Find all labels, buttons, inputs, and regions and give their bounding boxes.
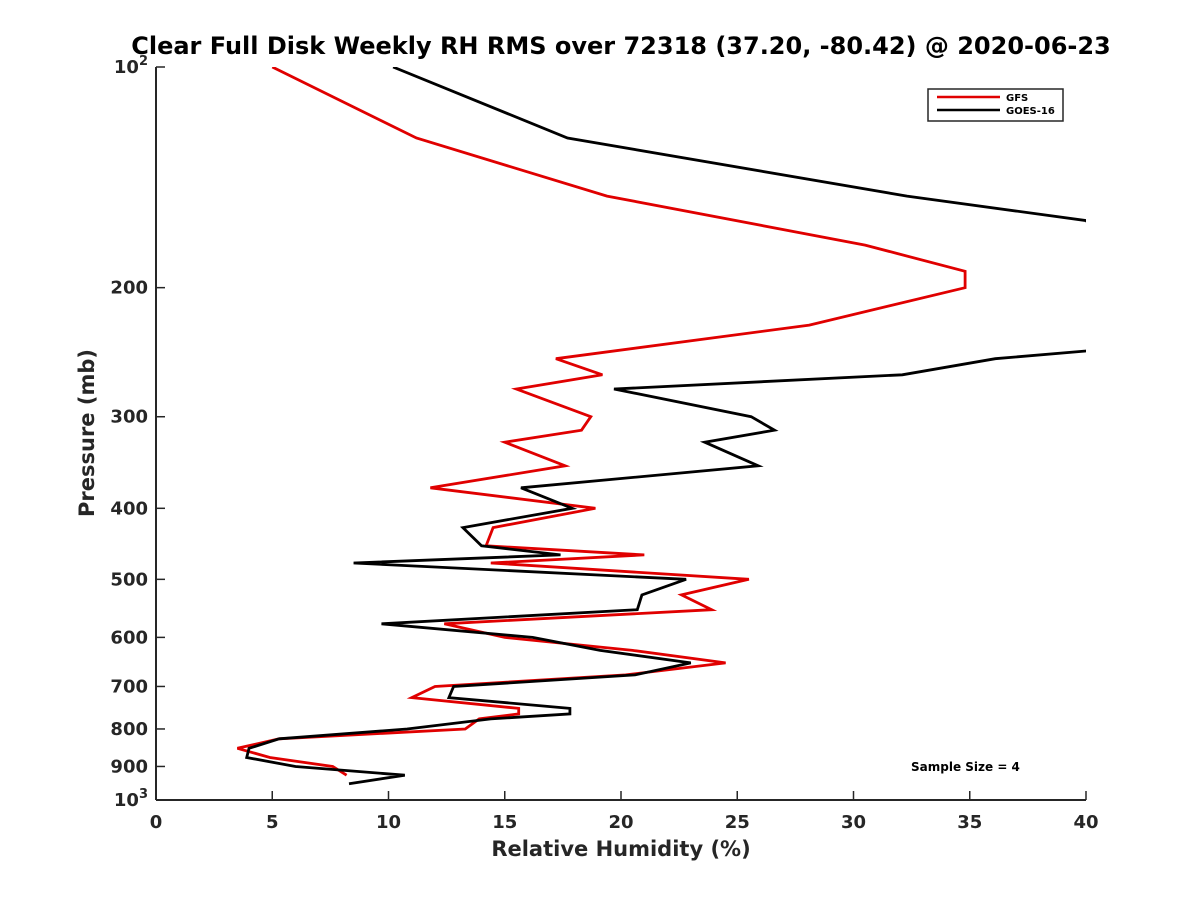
x-tick-label: 25 xyxy=(725,812,750,833)
x-tick-label: 20 xyxy=(608,812,633,833)
y-tick-label: 400 xyxy=(110,498,148,519)
series-line-gfs xyxy=(237,67,967,777)
y-tick-label: 900 xyxy=(110,756,148,777)
y-tick-label: 500 xyxy=(110,569,148,590)
legend: GFS GOES-16 xyxy=(927,88,1064,122)
x-axis-ticks: 0 5 10 15 20 25 30 35 40 xyxy=(150,791,1099,833)
y-tick-label: 700 xyxy=(110,676,148,697)
x-tick-label: 10 xyxy=(376,812,401,833)
x-axis-label: Relative Humidity (%) xyxy=(491,837,750,861)
y-tick-label: 200 xyxy=(110,278,148,299)
sample-size-annotation: Sample Size = 4 xyxy=(911,760,1020,774)
legend-box xyxy=(927,88,1064,122)
y-tick-label: 103 xyxy=(114,787,148,811)
y-axis-label: Pressure (mb) xyxy=(75,349,99,517)
series-layer xyxy=(237,67,1086,786)
y-axis-ticks: 102 200 300 400 500 600 700 800 900 103 xyxy=(110,54,165,811)
y-tick-label: 300 xyxy=(110,407,148,428)
series-line-goes16 xyxy=(244,67,1086,786)
legend-label-gfs: GFS xyxy=(1006,93,1028,104)
x-tick-label: 0 xyxy=(150,812,163,833)
x-tick-label: 40 xyxy=(1073,812,1098,833)
plot-area xyxy=(155,67,1086,801)
chart-title: Clear Full Disk Weekly RH RMS over 72318… xyxy=(131,32,1111,60)
x-tick-label: 15 xyxy=(492,812,517,833)
x-tick-label: 5 xyxy=(266,812,279,833)
x-tick-label: 30 xyxy=(841,812,866,833)
x-tick-label: 35 xyxy=(957,812,982,833)
y-tick-label: 102 xyxy=(114,54,148,78)
y-tick-label: 800 xyxy=(110,719,148,740)
y-tick-label: 600 xyxy=(110,627,148,648)
legend-label-goes16: GOES-16 xyxy=(1006,106,1055,117)
